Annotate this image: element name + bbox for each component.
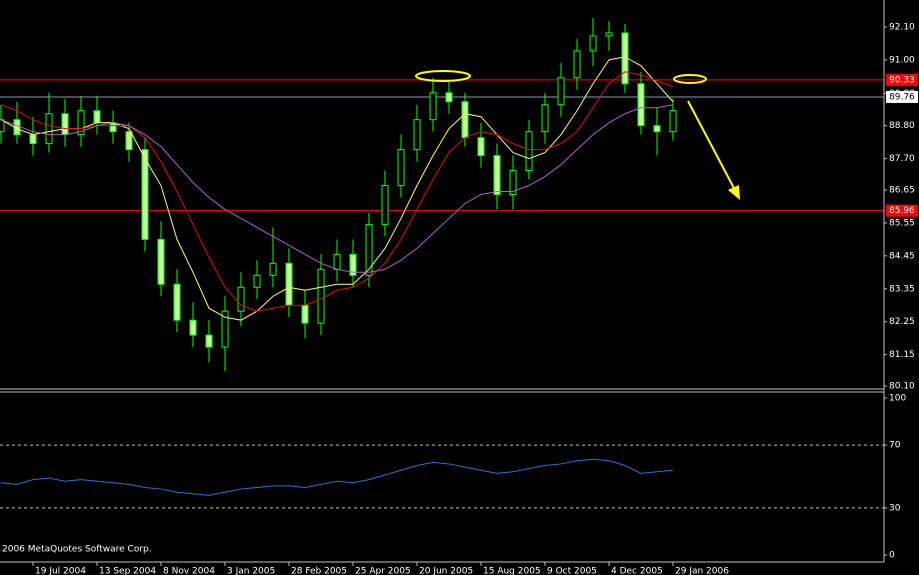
- candle-body: [301, 304, 309, 324]
- candle-body: [173, 283, 181, 321]
- candle-body: [605, 32, 613, 37]
- candle-body: [509, 170, 517, 195]
- candle-body: [413, 119, 421, 151]
- y-tick-label: 91.00: [889, 55, 915, 65]
- candle-body: [493, 155, 501, 196]
- candle-body: [77, 110, 85, 136]
- candle-body: [205, 334, 213, 348]
- x-tick-label: 25 Apr 2005: [355, 567, 411, 575]
- y-tick-label: 92.10: [889, 22, 915, 32]
- candle-body: [477, 137, 485, 157]
- candle-body: [573, 50, 581, 79]
- y-tick-label: 86.65: [889, 186, 915, 196]
- x-tick-label: 20 Jun 2005: [419, 567, 473, 575]
- annotation-ellipse: [415, 70, 471, 82]
- candle-body: [61, 113, 69, 136]
- candle-body: [157, 238, 165, 285]
- price-panel: 92.1091.0089.8888.8087.7086.6585.5584.45…: [0, 17, 918, 392]
- candle-body: [637, 83, 645, 127]
- candle-body: [29, 134, 37, 145]
- candle-body: [45, 113, 53, 145]
- candle-body: [461, 101, 469, 139]
- y-tick-label: 87.70: [889, 154, 915, 164]
- x-axis: 19 Jul 2004 13 Sep 2004 8 Nov 2004 3 Jan 20…: [32, 562, 729, 575]
- annotation-arrowhead: [728, 185, 740, 200]
- candle-body: [429, 92, 437, 121]
- candle-body: [237, 286, 245, 312]
- x-tick-label: 9 Oct 2005: [547, 567, 597, 575]
- candle-body: [653, 125, 661, 133]
- indicator-line: [0, 458, 674, 496]
- copyright: 2006 MetaQuotes Software Corp.: [2, 545, 152, 555]
- candle-body: [125, 131, 133, 151]
- price-tag-label: 89.76: [889, 92, 915, 102]
- candle-body: [269, 262, 277, 276]
- candle-body: [189, 319, 197, 336]
- y-tick-label: 70: [889, 441, 901, 451]
- candle-body: [221, 310, 229, 348]
- y-tick-label: 88.80: [889, 121, 915, 131]
- candle-body: [557, 77, 565, 106]
- price-tag: [886, 73, 918, 86]
- price-tag-label: 85.96: [889, 206, 915, 216]
- price-tag-label: 90.33: [889, 75, 915, 85]
- candle-body: [541, 104, 549, 133]
- candle-body: [669, 110, 677, 133]
- candle-body: [285, 262, 293, 306]
- x-tick-label: 28 Feb 2005: [291, 567, 347, 575]
- candle-body: [93, 110, 101, 124]
- price-tag: [886, 90, 918, 103]
- indicator-line: [0, 104, 674, 273]
- candle-body: [397, 149, 405, 187]
- candle-body: [349, 253, 357, 276]
- y-tick-label: 84.45: [889, 251, 915, 261]
- x-tick-label: 13 Sep 2004: [99, 567, 156, 575]
- annotation-arrow: [687, 100, 737, 193]
- y-tick-label: 100: [889, 394, 906, 404]
- y-tick-label: 81.15: [889, 350, 915, 360]
- y-tick-label: 82.25: [889, 317, 915, 327]
- y-tick-label: 80.10: [889, 382, 915, 392]
- candle-body: [525, 131, 533, 172]
- candle-body: [109, 122, 117, 133]
- x-tick-label: 3 Jan 2005: [227, 567, 275, 575]
- candle-body: [381, 185, 389, 225]
- candle-body: [333, 253, 341, 270]
- candle-body: [141, 149, 149, 240]
- candle-body: [589, 35, 597, 52]
- y-tick-label: 85.55: [889, 218, 915, 228]
- x-tick-label: 29 Jan 2006: [675, 567, 729, 575]
- x-tick-label: 8 Nov 2004: [163, 567, 215, 575]
- candle-body: [317, 268, 325, 324]
- candle-body: [445, 92, 453, 103]
- x-tick-label: 4 Dec 2005: [611, 567, 663, 575]
- y-tick-label: 83.35: [889, 284, 915, 294]
- y-tick-label: 30: [889, 503, 901, 513]
- price-tag: [886, 204, 918, 217]
- indicator-line: [0, 71, 674, 312]
- candle-body: [365, 223, 373, 276]
- x-tick-label: 15 Aug 2005: [483, 567, 541, 575]
- annotation-ellipse: [673, 74, 707, 84]
- x-tick-label: 19 Jul 2004: [35, 567, 86, 575]
- candle-body: [253, 274, 261, 288]
- y-tick-label: 0: [889, 551, 895, 561]
